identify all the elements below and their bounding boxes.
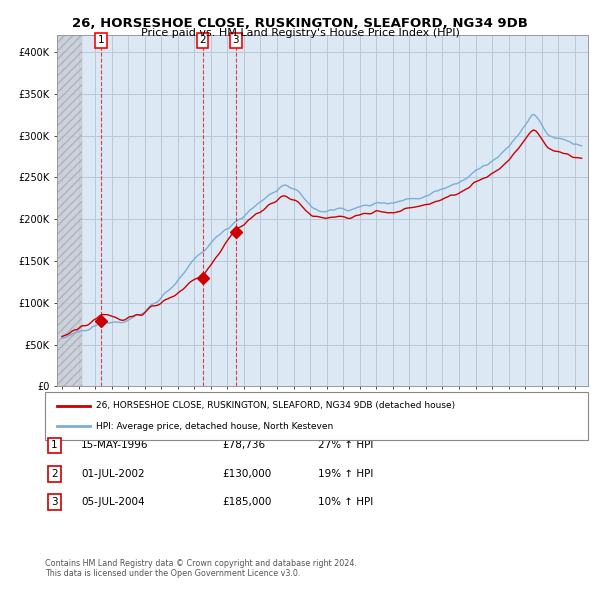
Text: 3: 3: [51, 497, 58, 507]
Text: 3: 3: [233, 35, 239, 45]
Text: HPI: Average price, detached house, North Kesteven: HPI: Average price, detached house, Nort…: [96, 422, 333, 431]
Text: 1: 1: [98, 35, 104, 45]
Text: Contains HM Land Registry data © Crown copyright and database right 2024.
This d: Contains HM Land Registry data © Crown c…: [45, 559, 357, 578]
Text: 27% ↑ HPI: 27% ↑ HPI: [318, 441, 373, 450]
Text: 15-MAY-1996: 15-MAY-1996: [81, 441, 149, 450]
Text: £78,736: £78,736: [222, 441, 265, 450]
Text: 19% ↑ HPI: 19% ↑ HPI: [318, 469, 373, 478]
Text: 01-JUL-2002: 01-JUL-2002: [81, 469, 145, 478]
Text: £130,000: £130,000: [222, 469, 271, 478]
Text: 26, HORSESHOE CLOSE, RUSKINGTON, SLEAFORD, NG34 9DB (detached house): 26, HORSESHOE CLOSE, RUSKINGTON, SLEAFOR…: [96, 401, 455, 410]
Text: 10% ↑ HPI: 10% ↑ HPI: [318, 497, 373, 507]
Text: 26, HORSESHOE CLOSE, RUSKINGTON, SLEAFORD, NG34 9DB: 26, HORSESHOE CLOSE, RUSKINGTON, SLEAFOR…: [72, 17, 528, 30]
Text: 2: 2: [51, 469, 58, 478]
Bar: [57, 35, 82, 386]
Text: 1: 1: [51, 441, 58, 450]
Text: £185,000: £185,000: [222, 497, 271, 507]
Text: 2: 2: [199, 35, 206, 45]
Text: Price paid vs. HM Land Registry's House Price Index (HPI): Price paid vs. HM Land Registry's House …: [140, 28, 460, 38]
Text: 05-JUL-2004: 05-JUL-2004: [81, 497, 145, 507]
